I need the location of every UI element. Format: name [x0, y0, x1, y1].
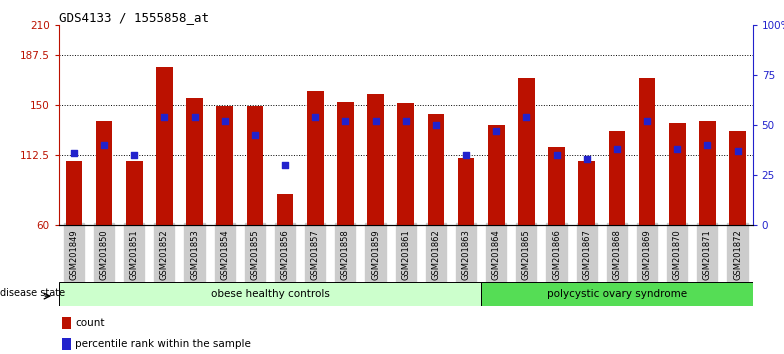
Bar [247, 106, 263, 225]
Point [158, 114, 171, 120]
Bar [427, 114, 445, 225]
Point [580, 156, 593, 162]
Point [550, 152, 563, 158]
Bar [518, 78, 535, 225]
Bar [156, 68, 172, 225]
Point [309, 114, 321, 120]
Point [399, 118, 412, 124]
Bar [216, 106, 233, 225]
Bar [397, 103, 414, 225]
Point [701, 142, 713, 148]
Point [67, 150, 80, 156]
Bar [62, 338, 71, 350]
Point [369, 118, 382, 124]
Bar [337, 102, 354, 225]
Point [671, 146, 684, 152]
Point [128, 152, 140, 158]
Bar [126, 161, 143, 225]
Point [611, 146, 623, 152]
Bar [187, 98, 203, 225]
Point [490, 128, 503, 133]
Bar [729, 131, 746, 225]
Bar [669, 124, 685, 225]
Point [219, 118, 231, 124]
Bar [548, 148, 564, 225]
Text: percentile rank within the sample: percentile rank within the sample [75, 339, 252, 349]
Bar [699, 121, 716, 225]
Point [279, 162, 292, 167]
Bar [458, 158, 474, 225]
Point [98, 142, 111, 148]
Point [520, 114, 532, 120]
Point [188, 114, 201, 120]
Bar [59, 282, 481, 306]
Text: obese healthy controls: obese healthy controls [211, 289, 329, 299]
Bar [96, 121, 112, 225]
Point [249, 132, 261, 138]
Bar [608, 131, 625, 225]
Point [641, 118, 653, 124]
Bar [367, 94, 384, 225]
Bar [62, 316, 71, 329]
Bar [579, 161, 595, 225]
Text: polycystic ovary syndrome: polycystic ovary syndrome [546, 289, 687, 299]
Point [731, 148, 744, 154]
Point [430, 122, 442, 128]
Point [459, 152, 472, 158]
Text: disease state: disease state [0, 288, 65, 298]
Bar [639, 78, 655, 225]
Bar [66, 161, 82, 225]
Text: GDS4133 / 1555858_at: GDS4133 / 1555858_at [59, 11, 209, 24]
Bar [307, 91, 324, 225]
Bar [277, 194, 293, 225]
Point [339, 118, 352, 124]
Bar [481, 282, 753, 306]
Bar [488, 125, 505, 225]
Text: count: count [75, 318, 105, 327]
